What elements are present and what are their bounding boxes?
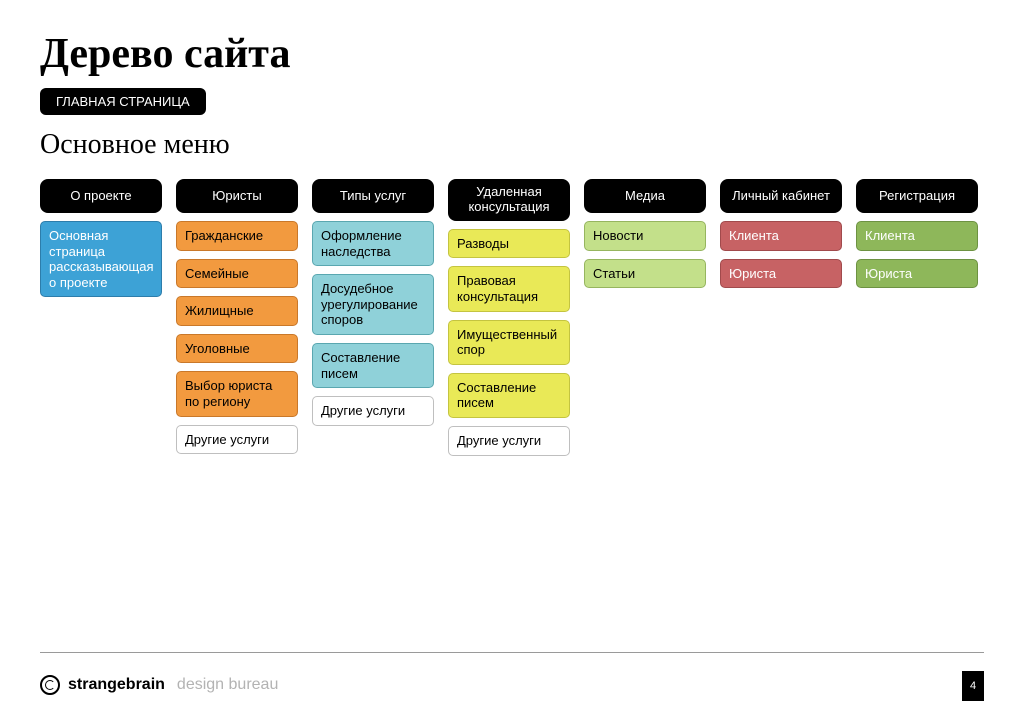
sitemap-node: Уголовные — [176, 334, 298, 364]
sitemap-node: Клиента — [720, 221, 842, 251]
home-page-pill: ГЛАВНАЯ СТРАНИЦА — [40, 88, 206, 115]
sitemap-node: Другие услуги — [176, 425, 298, 455]
column-header: Личный кабинет — [720, 179, 842, 213]
sitemap-node: Имущественный спор — [448, 320, 570, 365]
sitemap-node: Основная страница рассказывающая о проек… — [40, 221, 162, 297]
spiral-logo-icon — [40, 675, 60, 695]
sitemap-node: Клиента — [856, 221, 978, 251]
page-number: 4 — [962, 671, 984, 701]
brand-name: strangebrain — [68, 676, 165, 694]
sitemap-node: Выбор юриста по региону — [176, 371, 298, 416]
sitemap-node: Другие услуги — [448, 426, 570, 456]
footer-divider — [40, 652, 984, 653]
brand-tagline: design bureau — [177, 676, 278, 694]
column-header: Удаленная консультация — [448, 179, 570, 221]
sitemap-node: Досудебное урегулирование споров — [312, 274, 434, 335]
sitemap-column: Регистрация Клиента Юриста — [856, 179, 978, 288]
sitemap-node: Оформление наследства — [312, 221, 434, 266]
sitemap-node: Другие услуги — [312, 396, 434, 426]
sitemap-node: Жилищные — [176, 296, 298, 326]
section-subtitle: Основное меню — [40, 129, 984, 161]
sitemap-node: Составление писем — [448, 373, 570, 418]
column-header: Медиа — [584, 179, 706, 213]
sitemap-node: Правовая консультация — [448, 266, 570, 311]
sitemap-node: Статьи — [584, 259, 706, 289]
sitemap-column: Удаленная консультация Разводы Правовая ко… — [448, 179, 570, 456]
sitemap-columns: О проекте Основная страница рассказывающа… — [40, 179, 984, 456]
column-header: О проекте — [40, 179, 162, 213]
sitemap-node: Юриста — [720, 259, 842, 289]
sitemap-node: Разводы — [448, 229, 570, 259]
sitemap-column: Личный кабинет Клиента Юриста — [720, 179, 842, 288]
sitemap-column: О проекте Основная страница рассказывающа… — [40, 179, 162, 297]
sitemap-column: Медиа Новости Статьи — [584, 179, 706, 288]
column-header: Типы услуг — [312, 179, 434, 213]
sitemap-node: Составление писем — [312, 343, 434, 388]
footer: strangebrain design bureau — [40, 675, 278, 695]
column-header: Юристы — [176, 179, 298, 213]
sitemap-node: Юриста — [856, 259, 978, 289]
slide: Дерево сайта ГЛАВНАЯ СТРАНИЦА Основное м… — [0, 0, 1024, 456]
sitemap-column: Юристы Гражданские Семейные Жилищные Уголовн… — [176, 179, 298, 454]
page-title: Дерево сайта — [40, 30, 984, 78]
sitemap-node: Новости — [584, 221, 706, 251]
sitemap-column: Типы услуг Оформление наследства Досудебно… — [312, 179, 434, 426]
sitemap-node: Гражданские — [176, 221, 298, 251]
column-header: Регистрация — [856, 179, 978, 213]
sitemap-node: Семейные — [176, 259, 298, 289]
